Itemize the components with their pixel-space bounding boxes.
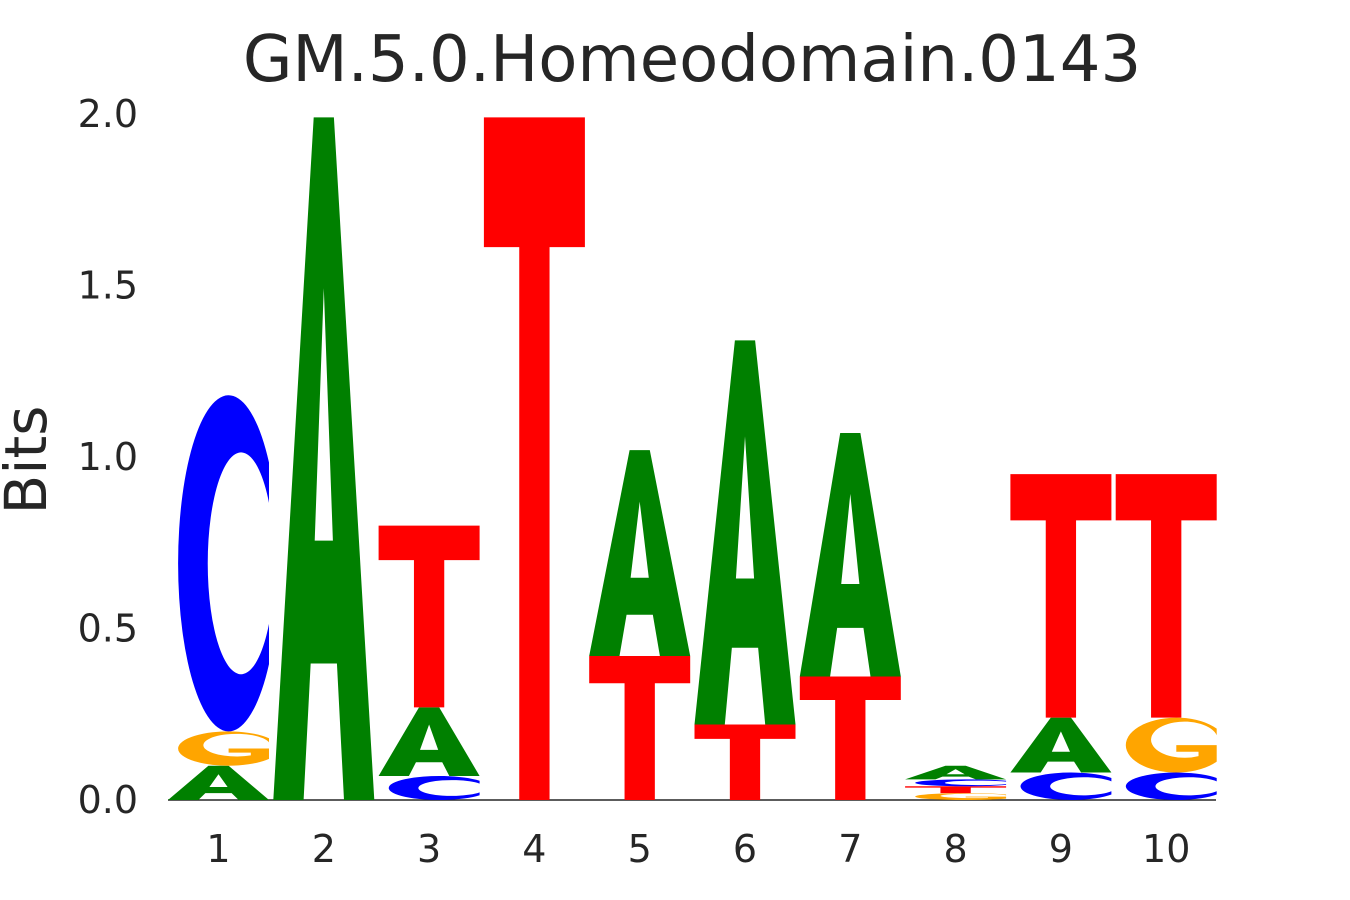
- logo-letter-C-pos-3: [388, 775, 480, 800]
- x-tick-label: 2: [312, 827, 336, 871]
- x-tick-label: 3: [417, 827, 441, 871]
- x-tick-label: 4: [522, 827, 546, 871]
- logo-letter-C-pos-8: [915, 779, 1007, 787]
- y-tick-label: 0.0: [78, 778, 138, 822]
- logo-letter-T-pos-7: [799, 676, 901, 800]
- logo-letter-T-pos-3: [378, 525, 480, 708]
- x-tick-label: 7: [838, 827, 862, 871]
- x-tick-label: 5: [628, 827, 652, 871]
- logo-letter-T-pos-4: [483, 117, 585, 801]
- logo-letter-A-pos-8: [905, 765, 1007, 780]
- y-tick-label: 1.5: [78, 264, 138, 308]
- logo-letter-C-pos-10: [1125, 772, 1217, 800]
- x-axis-ticks: 1 2 3 4 5 6 7 8 9 10: [206, 827, 1190, 871]
- logo-letter-T-pos-5: [589, 655, 691, 800]
- y-tick-label: 1.0: [78, 435, 138, 479]
- logo-letter-T-pos-6: [694, 724, 796, 800]
- logo-letter-A-pos-6: [694, 340, 796, 725]
- logo-letter-T-pos-9: [1010, 474, 1112, 718]
- logo-letter-A-pos-5: [589, 450, 691, 656]
- x-tick-label: 6: [733, 827, 757, 871]
- logo-letter-G-pos-8: [915, 793, 1007, 800]
- logo-letter-G-pos-10: [1125, 717, 1217, 773]
- y-axis-ticks: 0.0 0.5 1.0 1.5 2.0: [78, 92, 138, 822]
- x-tick-label: 10: [1142, 827, 1190, 871]
- logo-letters: [168, 117, 1217, 801]
- x-tick-label: 9: [1049, 827, 1073, 871]
- x-tick-label: 8: [944, 827, 968, 871]
- chart-title: GM.5.0.Homeodomain.0143: [242, 23, 1142, 97]
- logo-letter-A-pos-2: [273, 117, 375, 801]
- logo-letter-A-pos-7: [799, 432, 901, 677]
- y-tick-label: 2.0: [78, 92, 138, 136]
- logo-letter-C-pos-1: [178, 395, 269, 732]
- logo-letter-T-pos-8: [905, 786, 1007, 794]
- x-tick-label: 1: [206, 827, 230, 871]
- logo-letter-A-pos-1: [168, 765, 269, 800]
- logo-letter-A-pos-3: [378, 707, 480, 776]
- logo-letter-C-pos-9: [1020, 772, 1112, 800]
- logo-letter-G-pos-1: [178, 731, 269, 766]
- logo-letter-T-pos-10: [1115, 474, 1217, 718]
- logo-letter-A-pos-9: [1010, 717, 1112, 773]
- y-tick-label: 0.5: [78, 607, 138, 651]
